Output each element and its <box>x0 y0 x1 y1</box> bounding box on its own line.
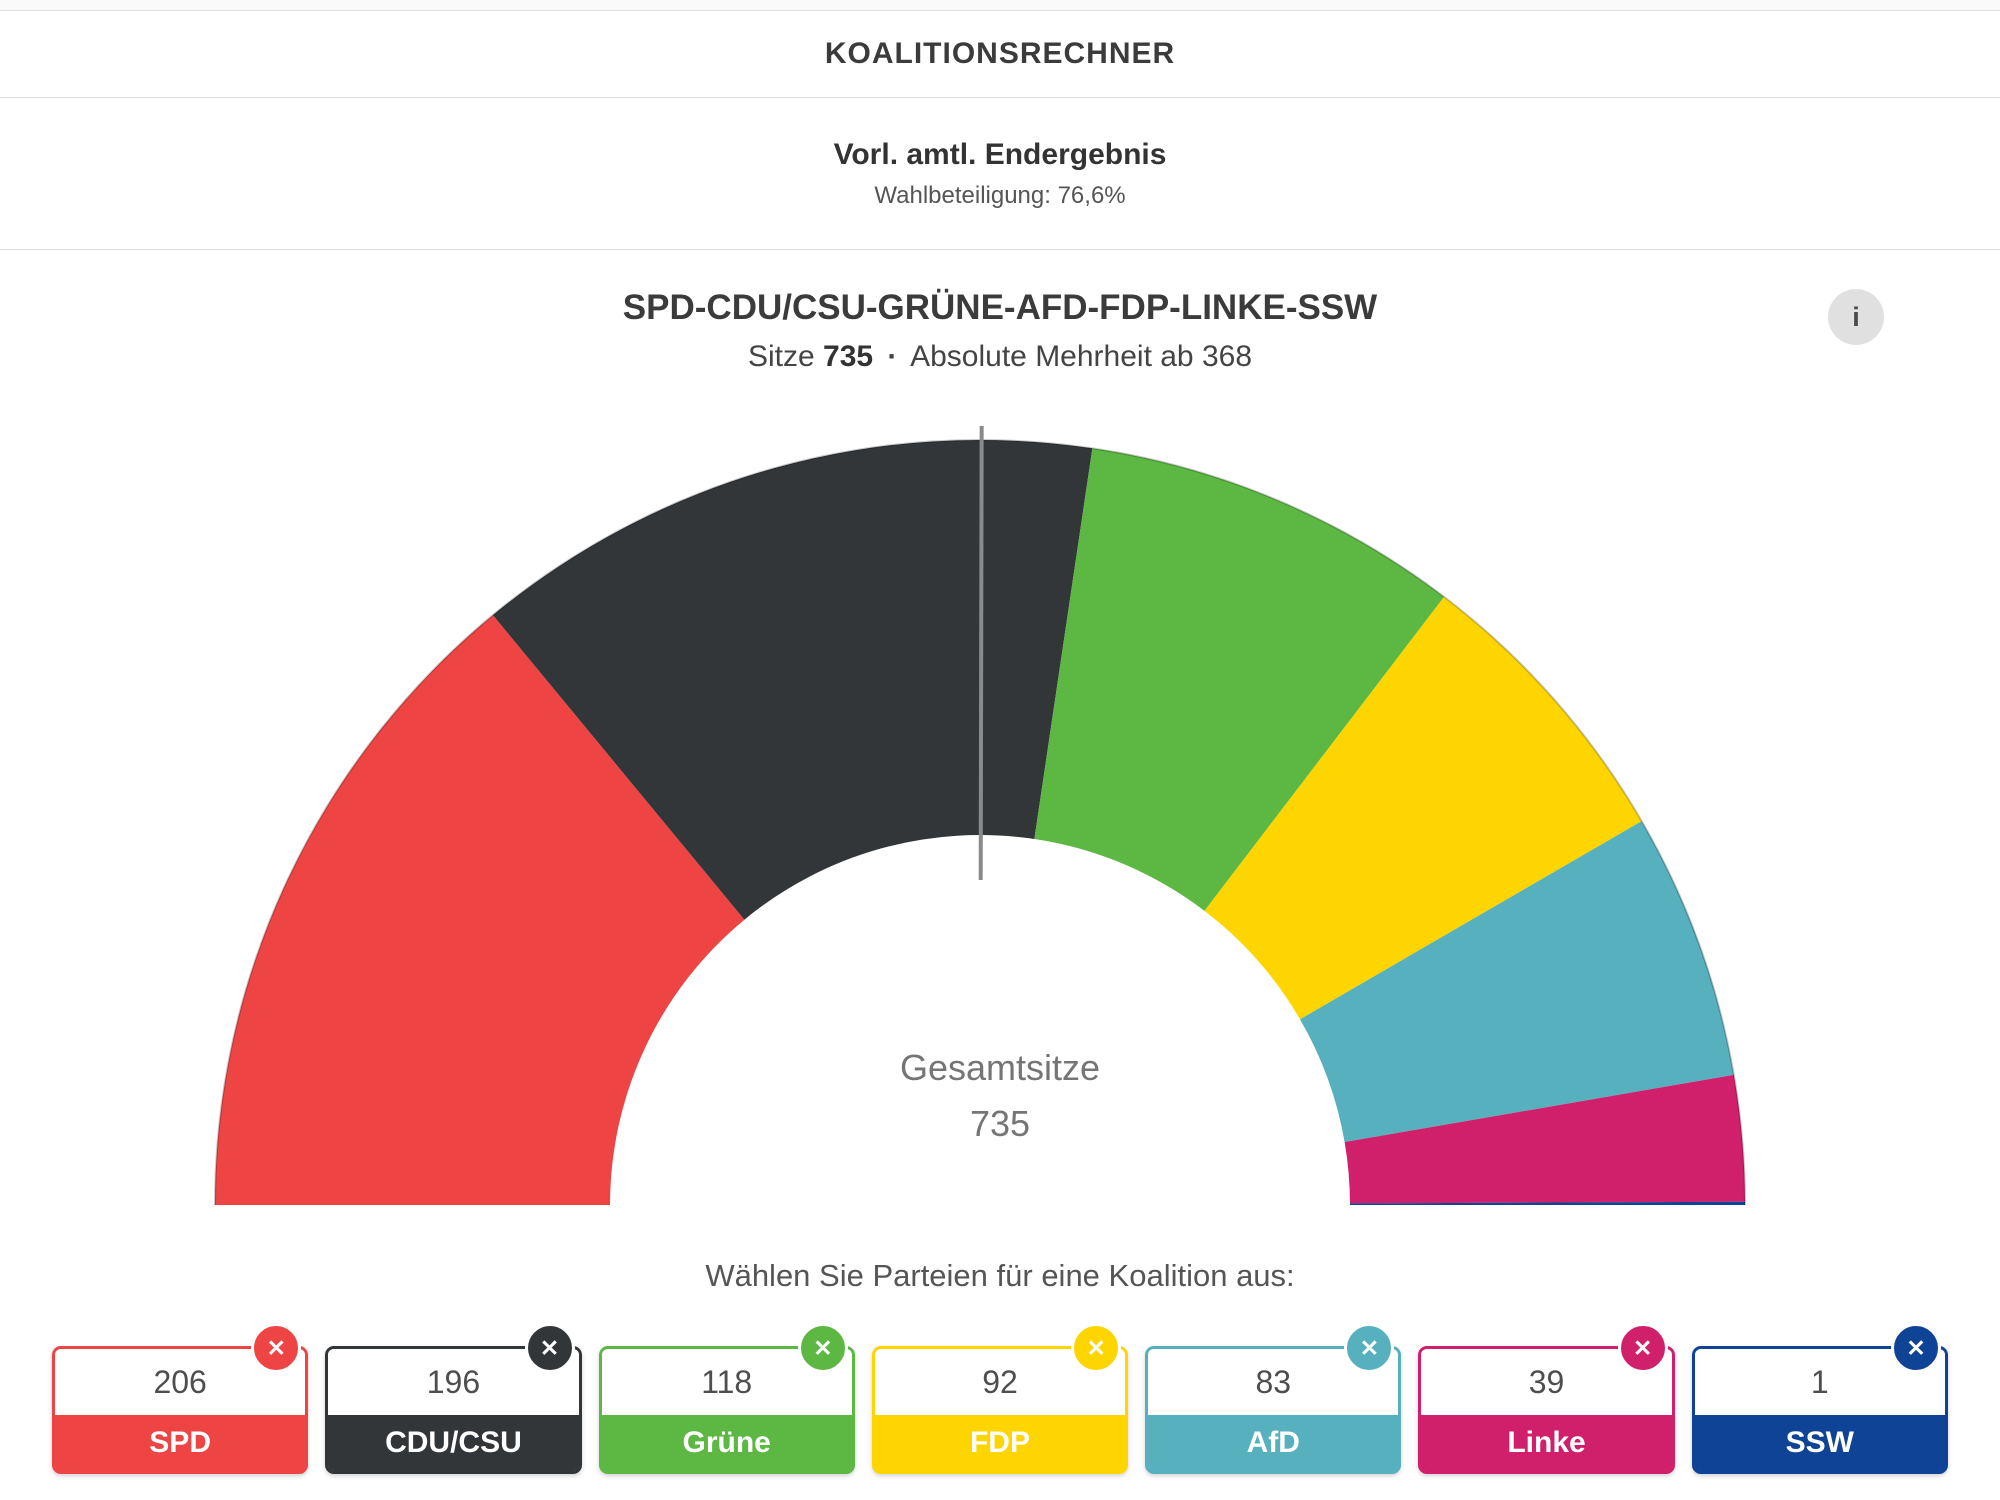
party-label-gr-ne: Grüne <box>601 1415 852 1471</box>
remove-party-icon-ssw[interactable]: ✕ <box>1890 1323 1941 1373</box>
party-seats-cdu-csu: 196 <box>328 1349 579 1415</box>
majority-label: Absolute Mehrheit ab 368 <box>910 340 1253 373</box>
segment-gr-ne <box>1034 448 1445 911</box>
remove-party-icon-afd[interactable]: ✕ <box>1344 1323 1395 1373</box>
result-status: Vorl. amtl. Endergebnis <box>833 137 1167 171</box>
party-card-ssw[interactable]: ✕ 1 SSW <box>1691 1323 1948 1474</box>
chart-center-label: Gesamtsitze 735 <box>0 1040 2000 1152</box>
party-label-afd: AfD <box>1148 1415 1399 1471</box>
seats-label: Sitze <box>747 340 815 373</box>
party-card-fdp[interactable]: ✕ 92 FDP <box>871 1323 1129 1474</box>
remove-party-icon-spd[interactable]: ✕ <box>251 1323 302 1373</box>
coalition-header: SPD-CDU/CSU-GRÜNE-AFD-FDP-LINKE-SSW Sitz… <box>0 250 2000 374</box>
coalition-title: SPD-CDU/CSU-GRÜNE-AFD-FDP-LINKE-SSW <box>622 288 1378 327</box>
party-card-gr-ne[interactable]: ✕ 118 Grüne <box>598 1323 855 1474</box>
segment-cdu-csu <box>492 440 1093 920</box>
info-icon[interactable]: i <box>1828 289 1884 345</box>
party-label-cdu-csu: CDU/CSU <box>328 1415 579 1471</box>
party-label-ssw: SSW <box>1694 1415 1945 1471</box>
remove-party-icon-cdu-csu[interactable]: ✕ <box>524 1323 575 1373</box>
party-card-row: ✕ 206 SPD ✕ 196 CDU/CSU ✕ 118 Grüne ✕ 92 FDP ✕ 83 AfD ✕… <box>0 1323 2000 1474</box>
remove-party-icon-gr-ne[interactable]: ✕ <box>797 1323 848 1373</box>
app-title: KOALITIONSRECHNER <box>824 37 1176 70</box>
selection-prompt: Wählen Sie Parteien für eine Koalition a… <box>705 1258 1295 1293</box>
seat-chart <box>214 425 1746 1206</box>
party-label-fdp: FDP <box>874 1415 1126 1471</box>
segment-linke <box>1344 1074 1745 1204</box>
segment-ssw <box>1349 1201 1745 1205</box>
segment-fdp <box>1204 596 1642 1020</box>
separator-dot: · <box>887 340 898 373</box>
segment-afd <box>1300 821 1734 1143</box>
remove-party-icon-linke[interactable]: ✕ <box>1617 1323 1668 1373</box>
top-divider <box>0 0 2000 11</box>
status-section: Vorl. amtl. Endergebnis Wahlbeteiligung:… <box>0 98 2000 250</box>
segment-spd <box>215 615 745 1205</box>
party-label-spd: SPD <box>55 1415 306 1471</box>
party-card-spd[interactable]: ✕ 206 SPD <box>52 1323 309 1474</box>
party-card-linke[interactable]: ✕ 39 Linke <box>1418 1323 1675 1474</box>
party-card-cdu-csu[interactable]: ✕ 196 CDU/CSU <box>325 1323 582 1474</box>
majority-marker-line <box>978 425 984 881</box>
party-card-afd[interactable]: ✕ 83 AfD <box>1145 1323 1402 1474</box>
header-bar: KOALITIONSRECHNER <box>0 11 2000 98</box>
coalition-seats-line: Sitze 735 · Absolute Mehrheit ab 368 <box>0 340 2000 374</box>
party-label-linke: Linke <box>1421 1415 1672 1471</box>
turnout-label: Wahlbeteiligung: 76,6% <box>874 181 1126 209</box>
total-seats-label: Gesamtsitze <box>899 1047 1101 1088</box>
remove-party-icon-fdp[interactable]: ✕ <box>1071 1323 1122 1373</box>
party-seats-ssw: 1 <box>1694 1349 1945 1415</box>
total-seats-value: 735 <box>969 1103 1031 1144</box>
seats-value: 735 <box>823 340 874 373</box>
